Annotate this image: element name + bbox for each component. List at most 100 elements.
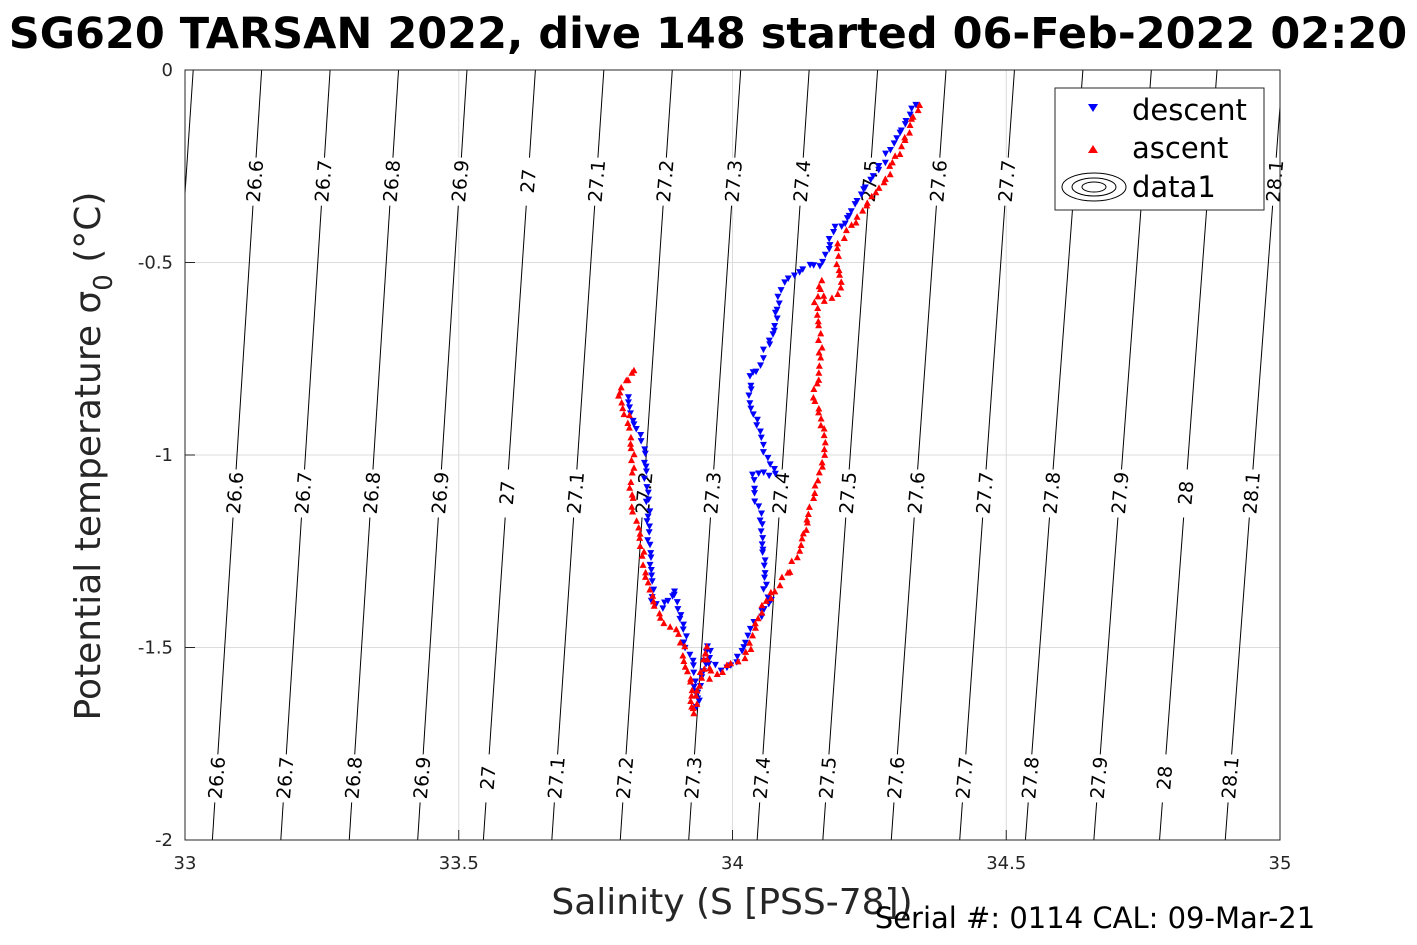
ascent-point [811, 489, 819, 496]
contour-label: 27.3 [681, 756, 707, 800]
y-tick-label: -2 [155, 830, 173, 851]
contour-label-bg [882, 754, 909, 803]
contour-label-bg [1085, 754, 1112, 803]
ascent-point [886, 170, 894, 178]
descent-point [749, 369, 757, 376]
descent-point [825, 236, 833, 243]
isopycnal-line [185, 70, 194, 194]
x-axis-label: Salinity (S [PSS-78]) [551, 882, 912, 923]
descent-point [738, 648, 746, 655]
ascent-point [828, 294, 836, 301]
ascent-point [742, 648, 750, 655]
ascent-point [896, 150, 904, 158]
legend: descent ascent data1 [1054, 87, 1265, 211]
contour-label-bg [221, 469, 248, 518]
descent-point [759, 441, 767, 449]
contour-label-bg [446, 157, 473, 206]
ascent-point [820, 445, 828, 453]
ascent-point [815, 369, 823, 376]
contour-label: 26.9 [448, 159, 474, 203]
descent-point [755, 470, 763, 477]
descent-point [745, 392, 753, 399]
descent-point [676, 615, 684, 623]
descent-point [664, 597, 672, 605]
descent-point [826, 242, 834, 249]
contour-label: 27.4 [769, 471, 795, 515]
descent-point [766, 341, 774, 348]
descent-point [790, 272, 798, 279]
contour-label-bg [378, 157, 405, 206]
ascent-point [834, 239, 842, 247]
ascent-point [778, 573, 786, 581]
descent-point [774, 293, 782, 301]
contour-label-bg [514, 157, 541, 206]
contour-label-bg [611, 754, 638, 803]
ascent-point [666, 623, 674, 630]
descent-point [746, 625, 754, 633]
contour-label: 27.5 [815, 756, 841, 800]
legend-box [1054, 87, 1265, 211]
ascent-point [646, 586, 654, 593]
ascent-point [640, 548, 648, 555]
ascent-point [906, 129, 914, 136]
ascent-point [650, 602, 658, 609]
ascent-point [821, 451, 829, 458]
contour-label: 27.3 [700, 471, 726, 515]
descent-point [775, 300, 783, 307]
contour-label: 26.7 [291, 471, 317, 515]
ascent-point [886, 162, 894, 169]
legend-descent-label: descent [1132, 93, 1247, 127]
ascent-point [628, 469, 636, 476]
descent-point [747, 382, 755, 390]
descent-point [760, 469, 768, 477]
descent-point [756, 517, 764, 525]
ascent-point [798, 534, 806, 542]
descent-point [690, 669, 698, 677]
ascent-point [675, 630, 683, 637]
y-tick-label: -0.5 [138, 253, 173, 274]
descent-point [759, 549, 767, 557]
contour-label: 27.7 [973, 471, 999, 515]
descent-point [640, 459, 648, 467]
contour-label: 27 [496, 480, 520, 506]
density-contour-labels: 26.6 26.7 26.8 26.9 27 27.1 27.2 27.3 27.4 27.5 27… [203, 157, 1288, 803]
contour-label-bg [814, 754, 841, 803]
contour-label-bg [1038, 469, 1065, 518]
contour-label: 26.7 [311, 159, 337, 203]
ascent-point [650, 597, 658, 605]
descent-point [747, 386, 755, 393]
descent-point [624, 394, 632, 401]
ascent-point [804, 510, 812, 517]
contour-label: 27.8 [1018, 756, 1044, 800]
ascent-point [814, 292, 822, 300]
descent-point [706, 654, 714, 662]
ascent-point [638, 552, 646, 559]
ascent-point [836, 271, 844, 278]
descent-point [637, 438, 645, 445]
descent-point [760, 586, 768, 593]
ascent-point [820, 425, 828, 432]
ascent-point [833, 260, 841, 268]
descent-point [733, 653, 741, 661]
ascent-point [797, 541, 805, 548]
ascent-point [821, 438, 829, 446]
ascent-point [718, 668, 726, 676]
ascent-point [700, 665, 708, 672]
contour-label-bg [1106, 469, 1133, 518]
descent-point [650, 586, 658, 594]
descent-point [806, 261, 814, 269]
descent-point [679, 621, 687, 629]
descent-point [890, 140, 898, 147]
ascent-point [635, 523, 643, 531]
ascent-point [754, 614, 762, 622]
ascent-point [837, 283, 845, 291]
descent-point [761, 570, 769, 577]
ascent-point [811, 397, 819, 405]
descent-point [751, 498, 759, 506]
ascent-point [835, 252, 843, 259]
ascent-point [751, 619, 759, 627]
descent-point [886, 147, 894, 154]
descent-point [838, 223, 846, 231]
descent-point [674, 606, 682, 613]
